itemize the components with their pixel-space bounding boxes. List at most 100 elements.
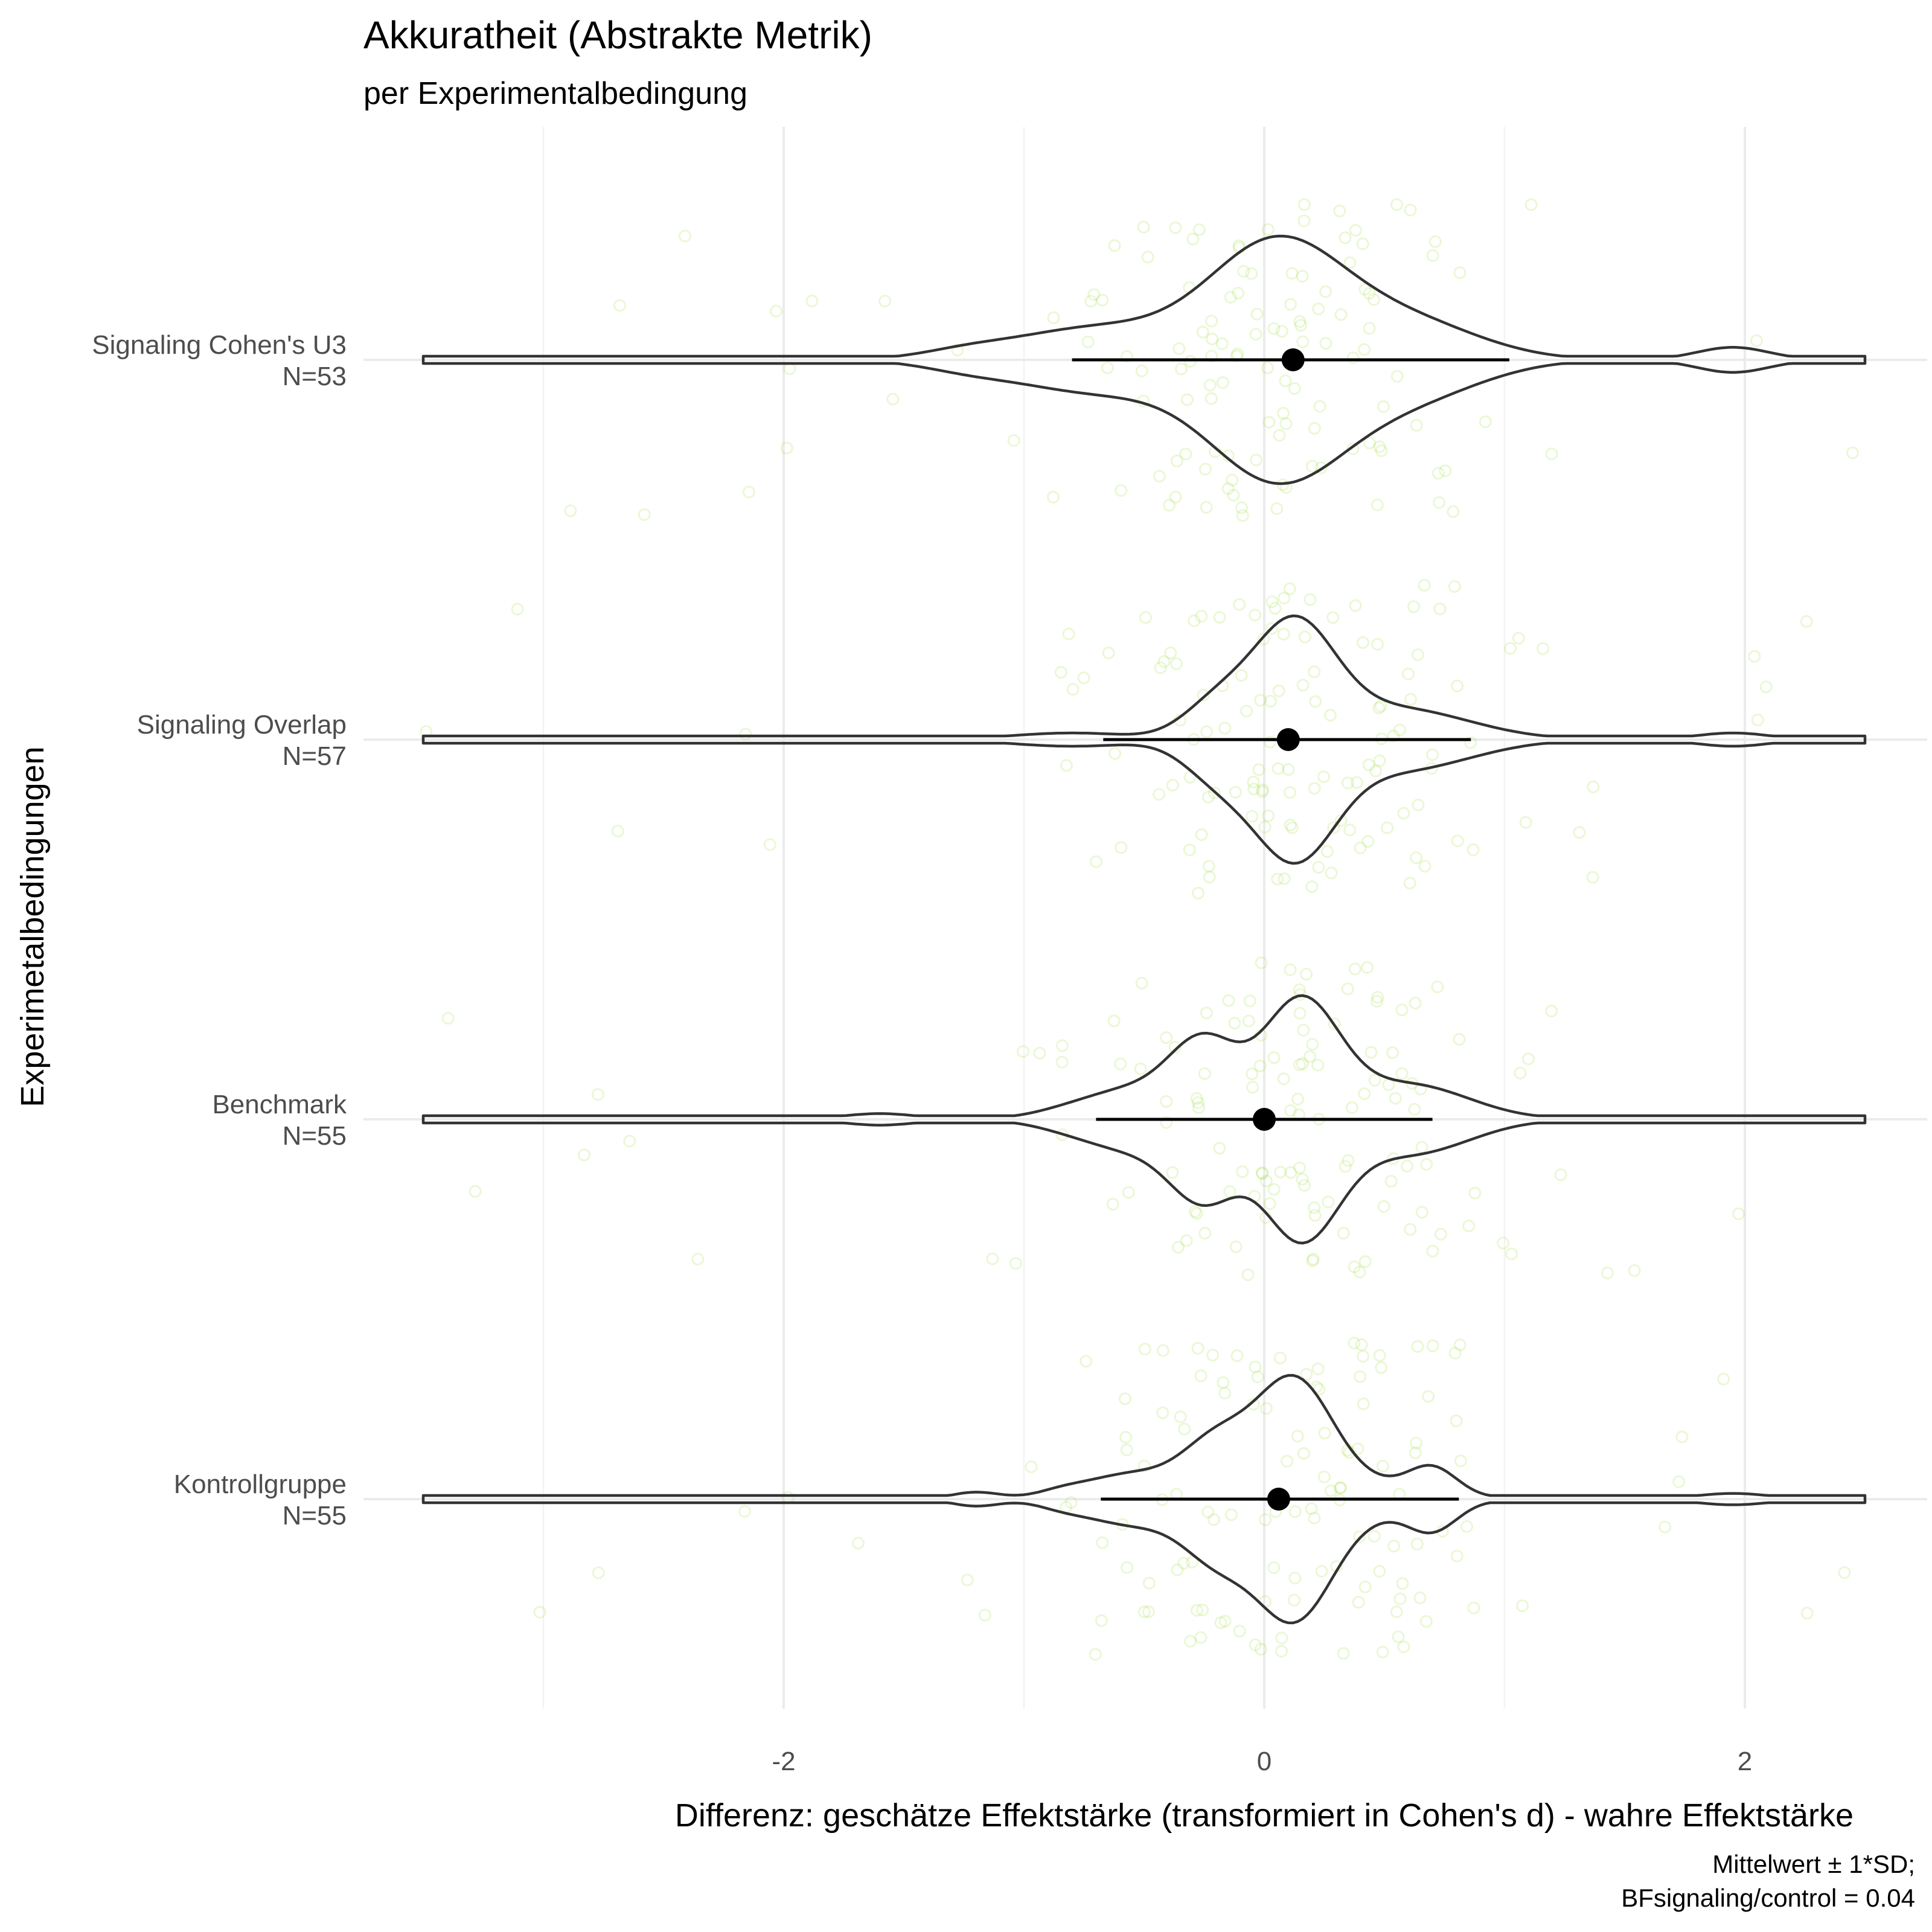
jitter-point: [1294, 988, 1307, 1001]
jitter-point: [1218, 1614, 1232, 1628]
jitter-point: [1262, 809, 1275, 822]
jitter-point: [591, 1088, 604, 1101]
jitter-point: [1202, 860, 1215, 873]
jitter-point: [1252, 763, 1265, 776]
jitter-point: [1284, 963, 1297, 976]
jitter-point: [1587, 780, 1600, 793]
jitter-point: [1451, 834, 1464, 848]
jitter-point: [1201, 1506, 1215, 1518]
jitter-point: [1447, 505, 1460, 518]
jitter-point: [1279, 417, 1293, 430]
jitter-point: [1223, 1185, 1236, 1198]
jitter-point: [1288, 382, 1301, 395]
jitter-point: [1397, 1640, 1410, 1654]
jitter-point: [1258, 820, 1271, 834]
jitter-point: [1384, 1175, 1398, 1188]
jitter-point: [1084, 295, 1098, 308]
jitter-point: [1107, 1014, 1121, 1028]
jitter-point: [1343, 824, 1357, 837]
jitter-point: [1171, 1563, 1184, 1576]
jitter-point: [1198, 1227, 1212, 1240]
jitter-point: [1278, 872, 1291, 885]
jitter-point: [1080, 1355, 1093, 1368]
jitter-point: [1306, 1254, 1319, 1267]
jitter-point: [1180, 1234, 1193, 1247]
jitter-point: [1362, 758, 1375, 772]
jitter-point: [1373, 1349, 1386, 1362]
jitter-point: [1273, 1351, 1287, 1364]
jitter-point: [1066, 683, 1080, 696]
jitter-point: [1293, 1161, 1306, 1174]
jitter-point: [1218, 721, 1232, 735]
jitter-point: [1141, 251, 1154, 264]
jitter-point: [1253, 1060, 1267, 1073]
jitter-point: [1164, 646, 1177, 659]
jitter-point: [1422, 1390, 1435, 1403]
jitter-point: [1233, 598, 1246, 611]
jitter-point: [1413, 1591, 1427, 1604]
jitter-point: [1296, 270, 1309, 283]
jitter-point: [1303, 593, 1317, 606]
jitter-point: [1396, 1577, 1409, 1590]
jitter-point: [1337, 1227, 1350, 1240]
jitter-point: [1247, 782, 1261, 796]
jitter-point: [1328, 1017, 1341, 1031]
jitter-point: [1089, 1648, 1102, 1661]
jitter-point: [1153, 788, 1166, 801]
jitter-point: [1519, 816, 1532, 829]
jitter-point: [1402, 667, 1415, 680]
jitter-point: [1354, 1370, 1367, 1383]
jitter-point: [1170, 657, 1183, 670]
mean-point: [1281, 348, 1305, 371]
jitter-point: [1315, 1565, 1328, 1578]
jitter-point: [1283, 582, 1296, 595]
jitter-point: [1135, 364, 1148, 377]
jitter-point: [1390, 369, 1404, 383]
jitter-point: [1233, 1625, 1246, 1638]
jitter-point: [1181, 393, 1194, 406]
jitter-point: [469, 1185, 482, 1198]
jitter-point: [1377, 400, 1390, 413]
jitter-point: [1349, 599, 1362, 612]
jitter-point: [1240, 705, 1253, 718]
jitter-point: [1375, 1361, 1388, 1374]
jitter-point: [742, 485, 755, 499]
jitter-point: [1433, 496, 1446, 509]
jitter-point: [1202, 790, 1215, 804]
jitter-point: [1062, 627, 1075, 641]
jitter-point: [1419, 1615, 1433, 1628]
y-tick-n-label: N=55: [283, 1501, 347, 1531]
jitter-point: [1333, 204, 1346, 217]
jitter-point: [1298, 1179, 1311, 1192]
jitter-point: [1393, 1592, 1407, 1605]
jitter-point: [1334, 1482, 1346, 1494]
violin-shape: [421, 994, 1867, 1245]
jitter-point: [1428, 235, 1442, 248]
jitter-point: [1381, 821, 1394, 834]
jitter-point: [1404, 1223, 1417, 1236]
jitter-point: [1259, 1174, 1273, 1188]
jitter-point: [441, 1012, 455, 1025]
jitter-point: [1033, 1046, 1046, 1060]
jitter-point: [1190, 1092, 1203, 1105]
jitter-point: [1267, 322, 1281, 335]
jitter-point: [1307, 1253, 1320, 1266]
jitter-point: [1256, 783, 1269, 796]
jitter-point: [1254, 694, 1267, 707]
jitter-point: [1205, 350, 1218, 363]
jitter-point: [1462, 1220, 1476, 1233]
jitter-point: [1293, 1058, 1307, 1071]
jitter-point: [1431, 980, 1444, 994]
jitter-point: [1096, 1536, 1109, 1549]
jitter-point: [1337, 1647, 1350, 1660]
jitter-point: [1521, 1052, 1535, 1066]
jitter-point: [1267, 1183, 1281, 1196]
jitter-point: [1312, 861, 1325, 874]
jitter-point: [1479, 415, 1492, 429]
jitter-point: [1090, 855, 1103, 868]
jitter-point: [1467, 1601, 1480, 1614]
jitter-point: [1096, 293, 1109, 307]
jitter-point: [1516, 1599, 1529, 1613]
jitter-point: [1545, 447, 1558, 461]
chart-subtitle: per Experimentalbedingung: [363, 76, 747, 111]
